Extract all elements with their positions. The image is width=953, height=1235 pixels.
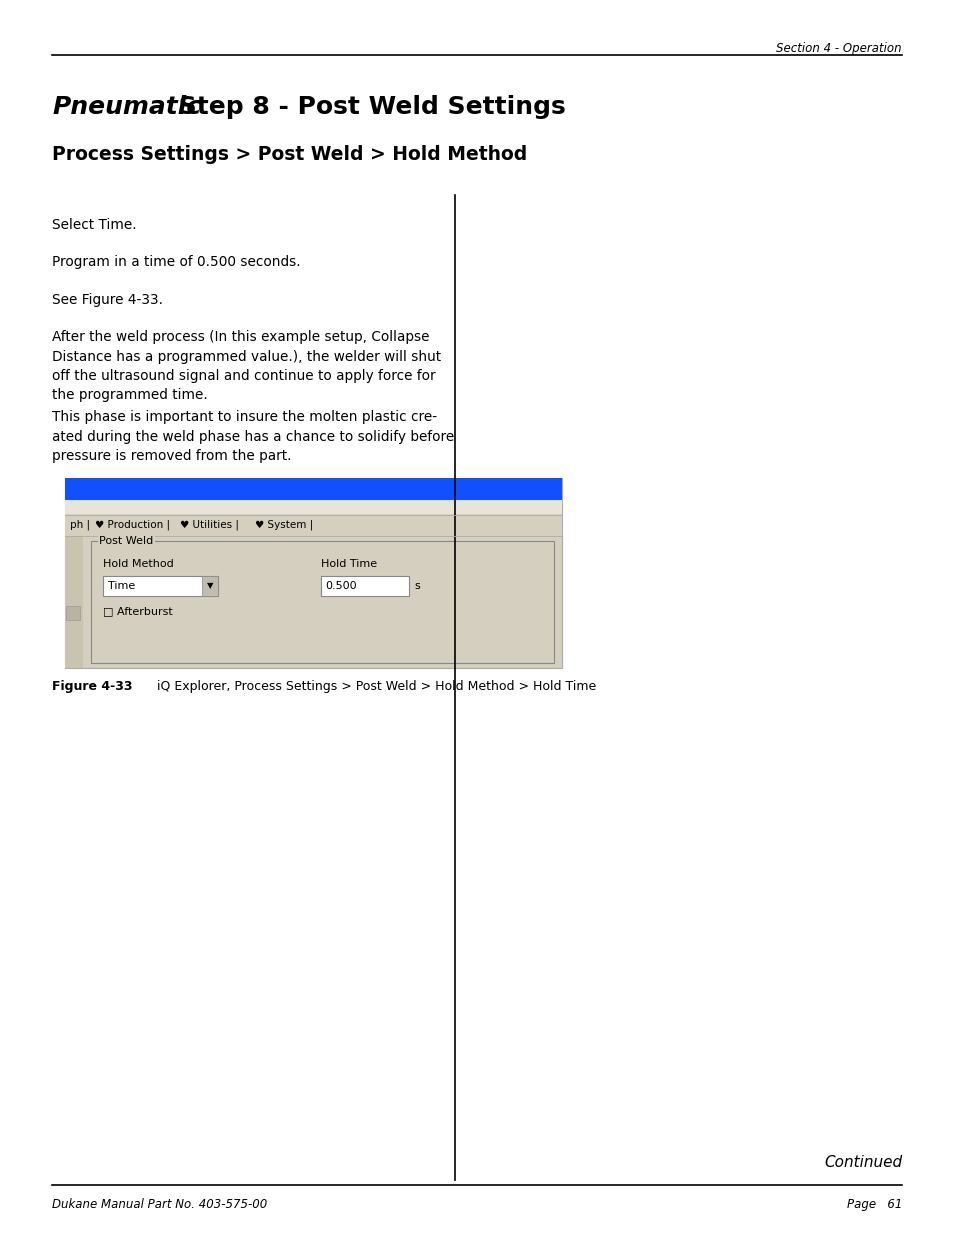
- Text: Page   61: Page 61: [845, 1198, 901, 1212]
- Text: ♥ System |: ♥ System |: [254, 520, 313, 530]
- Text: After the weld process (In this example setup, Collapse
Distance has a programme: After the weld process (In this example …: [52, 330, 440, 403]
- Text: Step 8 - Post Weld Settings: Step 8 - Post Weld Settings: [170, 95, 565, 119]
- Text: Process Settings > Post Weld > Hold Method: Process Settings > Post Weld > Hold Meth…: [52, 144, 527, 164]
- Text: iQ Explorer, Process Settings > Post Weld > Hold Method > Hold Time: iQ Explorer, Process Settings > Post Wel…: [157, 680, 596, 693]
- Text: Hold Time: Hold Time: [320, 559, 376, 569]
- Text: ♥ Production |: ♥ Production |: [95, 520, 170, 530]
- Bar: [66, 606, 80, 620]
- Text: Select Time.: Select Time.: [52, 219, 136, 232]
- Text: Program in a time of 0.500 seconds.: Program in a time of 0.500 seconds.: [52, 254, 300, 269]
- Bar: [91, 541, 554, 663]
- Text: s: s: [414, 580, 419, 592]
- Text: Pneumatic: Pneumatic: [52, 95, 201, 119]
- Bar: [65, 478, 561, 668]
- Text: See Figure 4-33.: See Figure 4-33.: [52, 293, 163, 308]
- Text: Time: Time: [108, 580, 135, 592]
- Text: Hold Method: Hold Method: [103, 559, 173, 569]
- Text: This phase is important to insure the molten plastic cre-
ated during the weld p: This phase is important to insure the mo…: [52, 410, 454, 463]
- Bar: [65, 514, 561, 536]
- Bar: [202, 576, 218, 597]
- Bar: [65, 500, 561, 514]
- Text: Dukane Manual Part No. 403-575-00: Dukane Manual Part No. 403-575-00: [52, 1198, 267, 1212]
- Text: Post Weld: Post Weld: [99, 536, 153, 546]
- Text: ▼: ▼: [207, 582, 213, 590]
- Text: ♥ Utilities |: ♥ Utilities |: [180, 520, 239, 530]
- Text: 0.500: 0.500: [325, 580, 356, 592]
- Bar: [65, 478, 561, 500]
- Text: ph |: ph |: [70, 520, 90, 530]
- Text: Continued: Continued: [823, 1155, 901, 1170]
- Text: □ Afterburst: □ Afterburst: [103, 606, 172, 616]
- Bar: [65, 536, 83, 668]
- Text: Figure 4-33: Figure 4-33: [52, 680, 132, 693]
- Text: Section 4 - Operation: Section 4 - Operation: [776, 42, 901, 56]
- Bar: [103, 576, 218, 597]
- Bar: [320, 576, 409, 597]
